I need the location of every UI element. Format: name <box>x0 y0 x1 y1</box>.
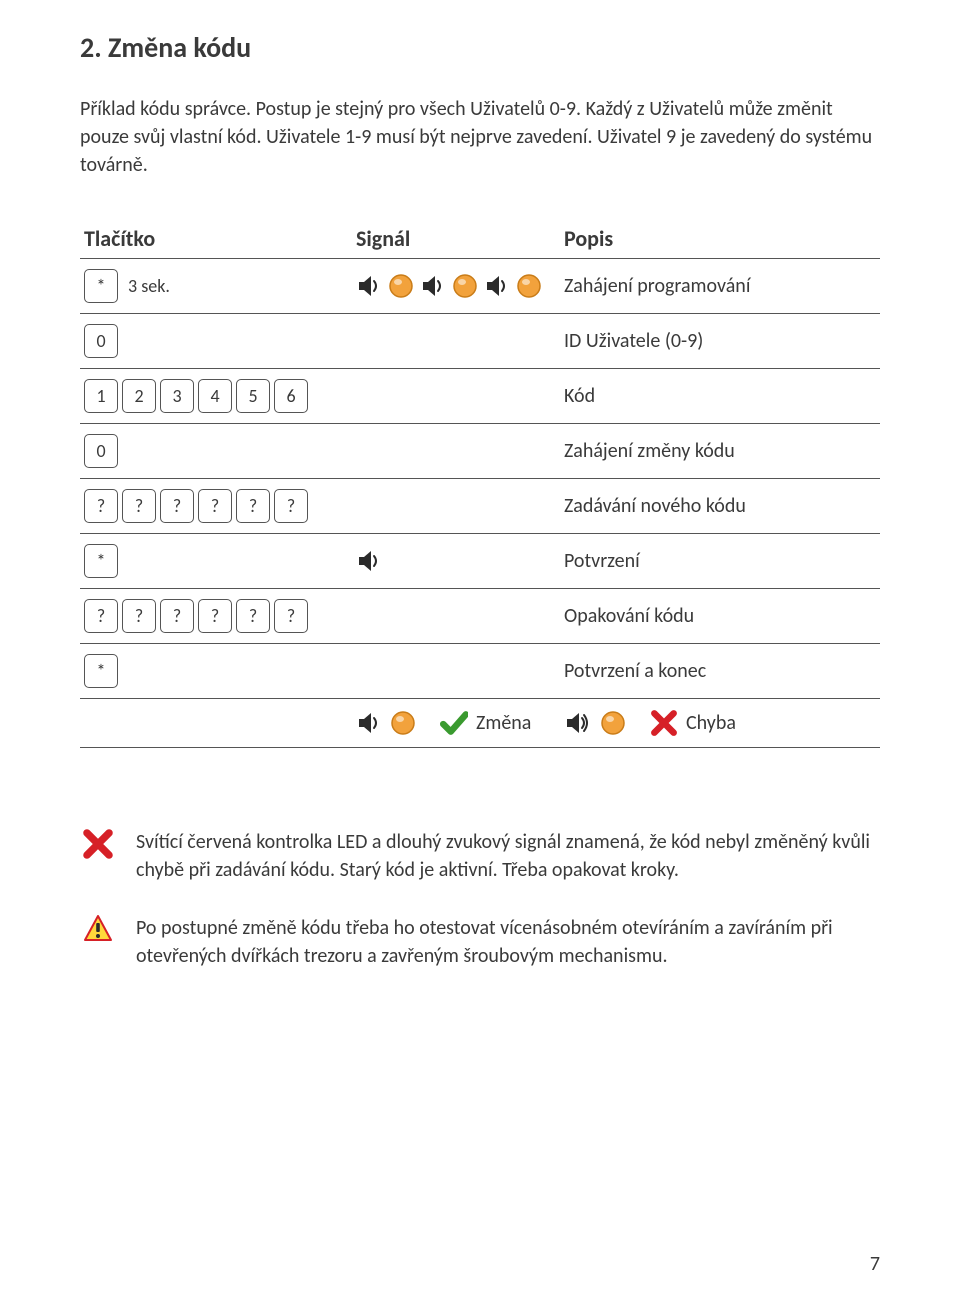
keypad-key: 2 <box>122 379 156 413</box>
keypad-key: ? <box>274 599 308 633</box>
table-row: 0 ID Uživatele (0-9) <box>80 314 880 369</box>
cell-desc: ID Uživatele (0-9) <box>560 314 880 369</box>
notes-section: Svítící červená kontrolka LED a dlouhý z… <box>80 828 880 970</box>
note-error: Svítící červená kontrolka LED a dlouhý z… <box>80 828 880 884</box>
cell-button: * 3 sek. <box>80 259 352 314</box>
keypad-key: ? <box>84 489 118 523</box>
cell-button: * <box>80 644 352 699</box>
cell-button: ?????? <box>80 479 352 534</box>
cell-signal <box>352 534 560 589</box>
warning-icon <box>80 914 116 970</box>
cell-signal <box>352 314 560 369</box>
cell-desc: Zahájení změny kódu <box>560 424 880 479</box>
steps-table: Tlačítko Signál Popis * 3 sek. Zahájení pr… <box>80 219 880 748</box>
cell-signal <box>352 644 560 699</box>
keypad-key: ? <box>198 599 232 633</box>
keypad-key: ? <box>236 489 270 523</box>
note-error-text: Svítící červená kontrolka LED a dlouhý z… <box>136 828 880 884</box>
note-warning-text: Po postupné změně kódu třeba ho otestova… <box>136 914 880 970</box>
cell-signal <box>352 424 560 479</box>
cell-desc: Zahájení programování <box>560 259 880 314</box>
cell-signal <box>352 589 560 644</box>
table-row: * Potvrzení a konec <box>80 644 880 699</box>
table-row: 0 Zahájení změny kódu <box>80 424 880 479</box>
keypad-key: ? <box>198 489 232 523</box>
led-icon <box>452 273 478 299</box>
keypad-key: * <box>84 544 118 578</box>
result-ok-label: Změna <box>476 711 531 735</box>
cell-result-err: Chyba <box>560 699 880 748</box>
page-number: 7 <box>870 1252 880 1276</box>
th-desc: Popis <box>560 219 880 259</box>
speaker-loud-icon <box>564 710 592 736</box>
speaker-icon <box>484 273 510 299</box>
table-row: * 3 sek. Zahájení programování <box>80 259 880 314</box>
keypad-key: ? <box>160 599 194 633</box>
cell-desc: Opakování kódu <box>560 589 880 644</box>
cell-button <box>80 699 352 748</box>
cell-button: * <box>80 534 352 589</box>
keypad-key: 0 <box>84 434 118 468</box>
cross-icon <box>650 709 678 737</box>
keypad-key: 0 <box>84 324 118 358</box>
keypad-key: ? <box>84 599 118 633</box>
keypad-key: 3 <box>160 379 194 413</box>
cell-button: 0 <box>80 314 352 369</box>
cell-button: 0 <box>80 424 352 479</box>
keypad-key: 4 <box>198 379 232 413</box>
speaker-icon <box>420 273 446 299</box>
table-row: ?????? Opakování kódu <box>80 589 880 644</box>
keypad-key: ? <box>274 489 308 523</box>
th-signal: Signál <box>352 219 560 259</box>
speaker-icon <box>356 548 382 574</box>
keypad-key: ? <box>122 599 156 633</box>
cell-signal <box>352 259 560 314</box>
cell-signal <box>352 479 560 534</box>
speaker-icon <box>356 710 382 736</box>
keypad-key: ? <box>160 489 194 523</box>
keypad-key: * <box>84 654 118 688</box>
led-icon <box>390 710 416 736</box>
cell-result-ok: Změna <box>352 699 560 748</box>
cell-button: 123456 <box>80 369 352 424</box>
page-title: 2. Změna kódu <box>80 30 880 65</box>
table-row: ?????? Zadávání nového kódu <box>80 479 880 534</box>
table-row-result: Změna Chyba <box>80 699 880 748</box>
key-suffix: 3 sek. <box>128 275 170 297</box>
table-row: * Potvrzení <box>80 534 880 589</box>
led-icon <box>600 710 626 736</box>
cell-desc: Potvrzení a konec <box>560 644 880 699</box>
keypad-key: 1 <box>84 379 118 413</box>
intro-paragraph: Příklad kódu správce. Postup je stejný p… <box>80 95 880 179</box>
keypad-key: 6 <box>274 379 308 413</box>
keypad-key: * <box>84 269 118 303</box>
keypad-key: ? <box>122 489 156 523</box>
cell-button: ?????? <box>80 589 352 644</box>
check-icon <box>440 709 468 737</box>
led-icon <box>516 273 542 299</box>
note-warning: Po postupné změně kódu třeba ho otestova… <box>80 914 880 970</box>
led-icon <box>388 273 414 299</box>
cell-desc: Kód <box>560 369 880 424</box>
keypad-key: ? <box>236 599 270 633</box>
keypad-key: 5 <box>236 379 270 413</box>
result-err-label: Chyba <box>686 711 736 735</box>
table-row: 123456 Kód <box>80 369 880 424</box>
cross-icon <box>80 828 116 884</box>
speaker-icon <box>356 273 382 299</box>
cell-desc: Zadávání nového kódu <box>560 479 880 534</box>
th-button: Tlačítko <box>80 219 352 259</box>
page: 2. Změna kódu Příklad kódu správce. Post… <box>0 0 960 1306</box>
cell-signal <box>352 369 560 424</box>
cell-desc: Potvrzení <box>560 534 880 589</box>
